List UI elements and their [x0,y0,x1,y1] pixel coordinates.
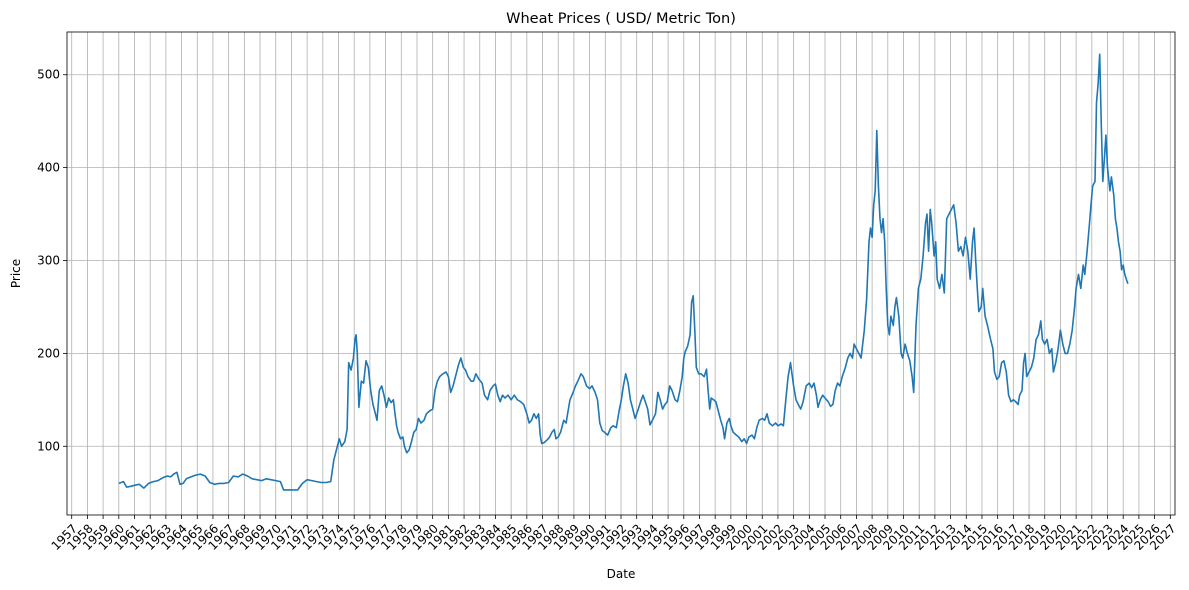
price-series-line [118,53,1129,491]
plot-area [66,31,1176,516]
y-axis-label: Price [9,259,23,288]
y-tick-label: 100 [37,439,60,453]
y-tick-label: 200 [37,346,60,360]
y-tick-label: 500 [37,68,60,82]
x-axis-label: Date [607,567,636,581]
x-gridlines [71,32,1171,515]
y-axis-ticks: 100 200 300 400 500 [37,68,67,453]
series-layer [118,53,1129,491]
y-tick-label: 300 [37,253,60,267]
chart-title: Wheat Prices ( USD/ Metric Ton) [506,11,736,27]
y-tick-label: 400 [37,161,60,175]
y-gridlines [67,74,1175,447]
